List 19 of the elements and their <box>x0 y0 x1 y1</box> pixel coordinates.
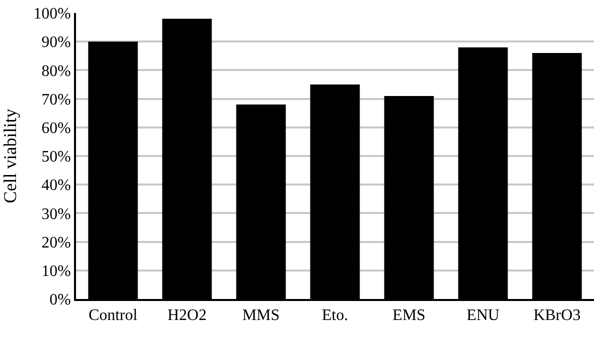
y-tick-label: 10% <box>41 263 71 280</box>
y-axis-title: Cell viability <box>0 108 20 204</box>
y-tick-label: 60% <box>41 120 71 137</box>
y-tick-label: 70% <box>41 91 71 108</box>
x-tick-label: KBrO3 <box>533 307 581 324</box>
y-tick-label: 80% <box>41 62 71 80</box>
y-tick-label: 30% <box>41 206 71 223</box>
x-tick-label: Eto. <box>322 307 348 324</box>
x-tick-label: H2O2 <box>167 307 207 324</box>
y-tick-label: 20% <box>41 234 71 252</box>
x-tick-label: EMS <box>392 307 426 324</box>
x-tick-label: ENU <box>466 307 500 324</box>
y-tick-label: 40% <box>41 177 71 194</box>
y-tick-label: 90% <box>41 34 71 52</box>
x-tick-label: Control <box>88 307 138 324</box>
x-tick-label: MMS <box>242 307 280 324</box>
y-tick-label: 50% <box>41 148 71 166</box>
y-tick-label: 0% <box>49 292 71 309</box>
y-tick-label: 100% <box>33 6 71 23</box>
